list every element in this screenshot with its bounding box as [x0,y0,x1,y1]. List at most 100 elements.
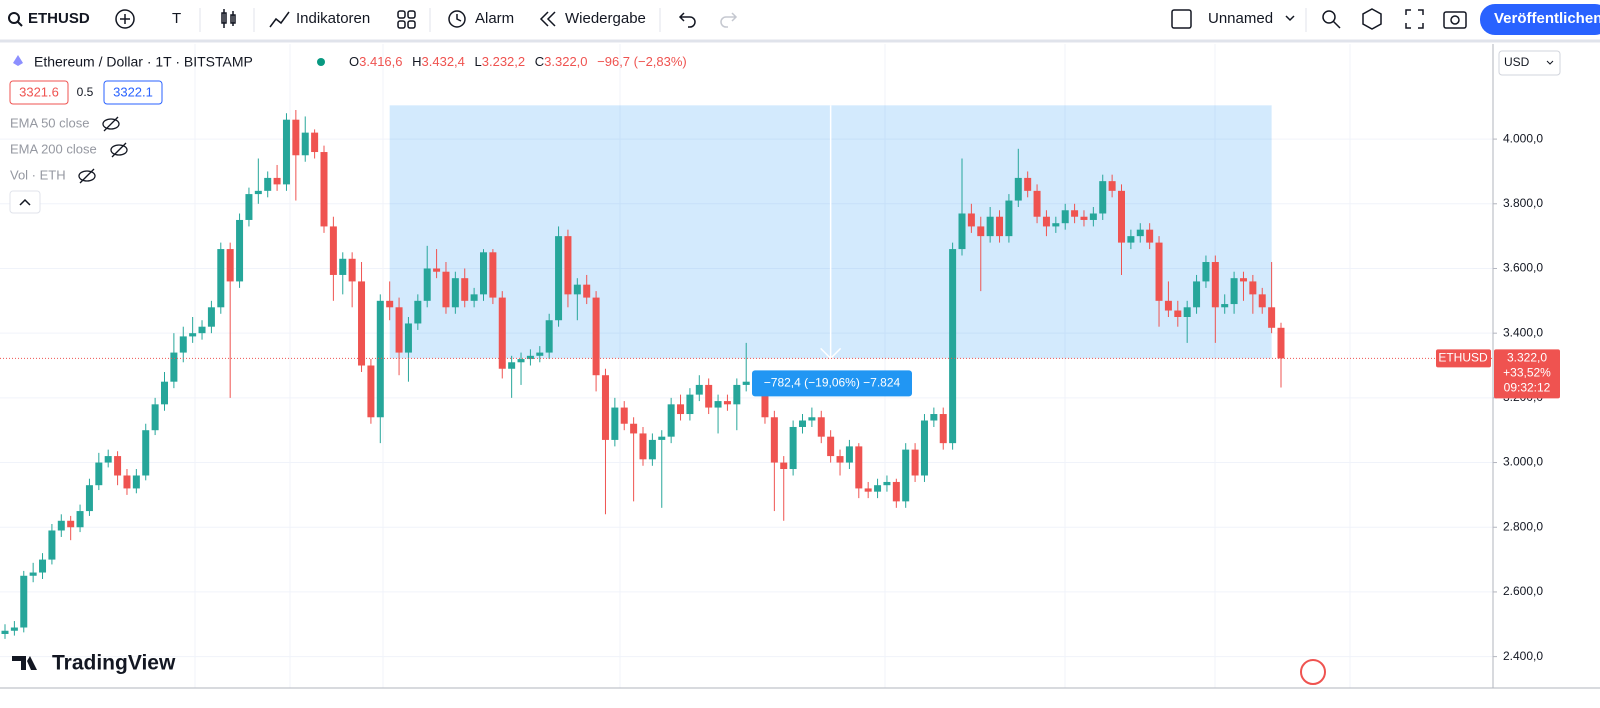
candle-body [1155,242,1163,301]
candle-body [1268,307,1276,328]
candle-body [404,323,412,353]
candle-body [1230,278,1238,305]
candle-body [977,226,985,237]
layout-name[interactable]: Unnamed [1208,10,1273,27]
alert-label[interactable]: Alarm [475,10,514,27]
publish-button[interactable] [1480,4,1600,35]
symbol-tag-text: ETHUSD [1438,351,1488,365]
logo-text: TradingView [52,652,176,675]
redo-button[interactable] [720,12,738,28]
symbol-search[interactable]: ETHUSD [8,10,90,27]
sell-button[interactable] [9,80,69,105]
snapshot-button[interactable] [1443,11,1467,29]
candle-body [874,485,882,492]
candle-body [573,284,581,295]
currency[interactable]: USD [1504,55,1530,69]
candle-body [226,249,234,282]
candle-body [39,559,47,573]
layout-icon[interactable] [1171,9,1192,29]
candle-body [761,378,769,418]
candle-body [161,381,168,405]
candle-body [1108,181,1116,191]
events-icon[interactable] [1300,659,1326,685]
indicator-label[interactable]: EMA 50 close [10,115,90,130]
candle-body [658,436,666,440]
candle-body [1164,300,1172,311]
legend-value: 3.322,0 [544,54,587,69]
candle-body [705,384,713,408]
replay-button[interactable]: Wiedergabe [539,10,646,27]
candle-body [376,300,384,418]
price-tag-change: +33,52% [1503,366,1551,380]
candle-body [198,326,206,334]
candle-body [395,307,403,353]
candle-body [489,252,497,298]
collapse-legend[interactable] [9,190,41,214]
measure-label-text: −782,4 (−19,06%) −7.824 [764,376,901,390]
candle-body [207,307,215,327]
hidden-icons[interactable] [78,116,128,184]
y-tick-label: 3.800,0 [1503,196,1543,210]
candle-body [808,417,816,421]
fullscreen-button[interactable] [1405,9,1424,29]
ask[interactable]: 3322.1 [113,84,153,99]
candle-body [1080,216,1088,220]
y-tick-label: 2.600,0 [1503,584,1543,598]
y-tick-label: 3.600,0 [1503,261,1543,275]
legend-key: C [535,54,544,69]
currency-arrow[interactable] [1546,60,1554,65]
y-tick-label: 2.400,0 [1503,649,1543,663]
publish-label[interactable]: Veröffentlichen [1494,10,1600,27]
candle-body [1183,307,1191,317]
compare-button[interactable] [115,9,135,29]
candle-body [667,404,675,437]
indicator-label[interactable]: EMA 200 close [10,141,97,156]
candle-body [292,119,300,156]
y-tick-label: 3.400,0 [1503,325,1543,339]
templates-button[interactable] [397,10,416,29]
collapse-icon[interactable] [19,198,31,206]
candle-body [536,352,544,356]
bid[interactable]: 3321.6 [19,84,59,99]
candle-body [517,359,525,363]
candle-body [939,414,947,444]
candle-body [1052,223,1060,227]
candle-body [236,219,244,282]
indicators-button[interactable]: Indikatoren [269,10,370,28]
candle-body [1024,177,1032,191]
candle-body [789,426,797,470]
candle-body [451,278,459,308]
indicators-label[interactable]: Indikatoren [296,10,370,27]
candle-body [723,401,731,405]
market-status [317,58,325,66]
candle-body [911,449,919,476]
quick-search[interactable] [1322,10,1341,29]
candle-body [883,481,891,486]
legend-change: −96,7 (−2,83%) [597,54,687,69]
candle-body [902,449,910,502]
layout-menu[interactable] [1285,15,1295,22]
candle-body [630,423,638,434]
candle-body [358,281,366,366]
symbol[interactable]: ETHUSD [28,10,90,27]
interval-button[interactable]: T [172,10,181,27]
buy-button[interactable] [103,80,163,105]
candle-body [827,436,835,457]
indicator-label[interactable]: Vol · ETH [10,167,66,182]
replay-label[interactable]: Wiedergabe [565,10,646,27]
settings-button[interactable] [1362,8,1382,30]
logo-mark [12,656,37,670]
candle-body [10,627,18,631]
alert-button[interactable]: Alarm [448,10,514,28]
candle-body [123,475,131,489]
chart-type-button[interactable] [221,9,236,28]
candle-body [76,511,84,528]
candle-body [526,355,534,360]
candle-body [1277,327,1285,359]
currency-select[interactable] [1498,50,1561,76]
candle-body [414,300,422,324]
candle-body [545,320,553,353]
price-tag [1494,349,1560,399]
undo-button[interactable] [678,12,696,28]
